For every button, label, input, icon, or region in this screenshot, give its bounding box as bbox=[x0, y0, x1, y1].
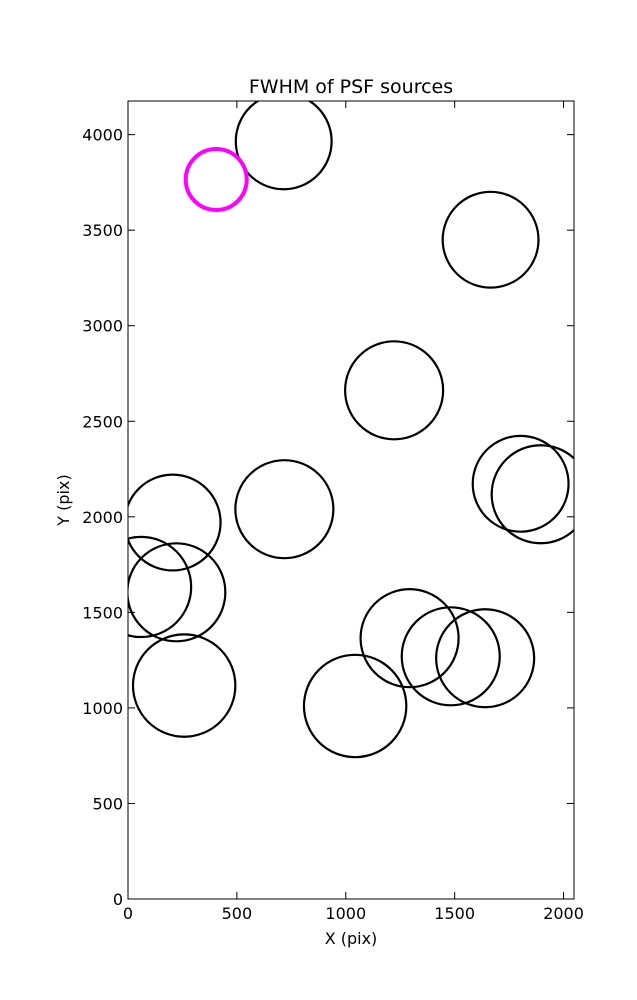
axis-ticks: 0 500 1000 1500 2000 0 500 1000 1500 2000 2500 3000… bbox=[82, 101, 584, 923]
psf-circle bbox=[441, 190, 540, 289]
psf-circle bbox=[234, 101, 333, 191]
psf-circle bbox=[344, 340, 445, 441]
chart-title: FWHM of PSF sources bbox=[249, 76, 453, 98]
y-tick-label: 3500 bbox=[82, 221, 123, 240]
y-tick-label: 3000 bbox=[82, 317, 123, 336]
psf-circles bbox=[128, 101, 574, 759]
psf-circle bbox=[234, 459, 335, 560]
y-tick-label: 2500 bbox=[82, 412, 123, 431]
psf-circle bbox=[128, 473, 222, 572]
psf-circle bbox=[128, 535, 193, 639]
y-axis-label: Y (pix) bbox=[54, 474, 73, 526]
y-tick-label: 500 bbox=[92, 794, 123, 813]
y-tick-label: 0 bbox=[113, 890, 123, 909]
psf-circle bbox=[359, 588, 460, 689]
psf-circle bbox=[490, 444, 574, 545]
psf-circle bbox=[471, 434, 570, 533]
psf-circle bbox=[302, 653, 408, 759]
y-tick-label: 1000 bbox=[82, 699, 123, 718]
x-tick-label: 500 bbox=[222, 904, 253, 923]
x-tick-label: 0 bbox=[123, 904, 133, 923]
highlighted-psf-circle bbox=[183, 147, 249, 213]
x-tick-label: 2000 bbox=[543, 904, 584, 923]
psf-circle bbox=[435, 608, 536, 709]
psf-circle bbox=[131, 633, 237, 738]
plot-frame bbox=[127, 100, 575, 900]
x-axis-label: X (pix) bbox=[325, 929, 378, 948]
y-tick-label: 2000 bbox=[82, 508, 123, 527]
psf-circle bbox=[128, 542, 227, 643]
y-tick-label: 4000 bbox=[82, 126, 123, 145]
psf-circle bbox=[400, 606, 501, 707]
y-tick-label: 1500 bbox=[82, 603, 123, 622]
x-tick-label: 1000 bbox=[325, 904, 366, 923]
x-tick-label: 1500 bbox=[434, 904, 475, 923]
